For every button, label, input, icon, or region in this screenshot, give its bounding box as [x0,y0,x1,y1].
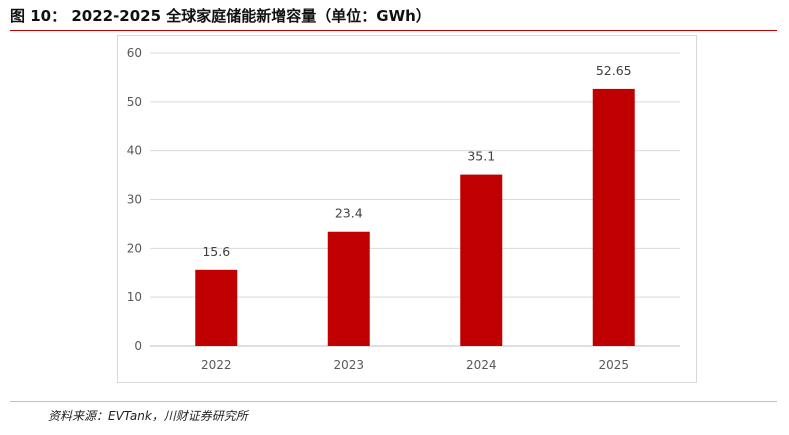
y-tick-label: 0 [134,339,142,353]
gridlines [150,52,680,347]
data-label-2025: 52.65 [596,63,632,78]
x-tick-label: 2025 [598,358,629,372]
x-tick-label: 2022 [201,358,232,372]
y-tick-label: 30 [127,193,142,207]
figure-title: 图 10： 2022-2025 全球家庭储能新增容量（单位：GWh） [10,7,431,25]
data-label-2023: 23.4 [335,206,363,221]
y-tick-label: 40 [127,144,142,158]
x-axis-ticks: 2022 2023 2024 2025 [201,358,629,372]
title-divider [10,30,777,31]
bars [195,88,635,346]
y-tick-label: 20 [127,241,142,255]
chart-frame [117,35,697,383]
x-tick-label: 2024 [466,358,497,372]
y-tick-label: 50 [127,95,142,109]
y-tick-label: 60 [127,46,142,60]
bar-2024 [460,174,503,346]
source-note: 资料来源：EVTank，川财证券研究所 [48,409,248,423]
bar-2022 [195,269,238,346]
bar-2023 [327,231,370,346]
bar-chart: 0 10 20 30 40 50 60 15.6 23.4 35.1 52.65 2022 2023… [127,46,680,372]
y-tick-label: 10 [127,290,142,304]
source-divider [10,401,777,402]
data-label-2022: 15.6 [202,244,230,259]
data-labels: 15.6 23.4 35.1 52.65 [202,63,631,259]
x-tick-label: 2023 [333,358,364,372]
bar-2025 [592,88,635,346]
y-axis-ticks: 0 10 20 30 40 50 60 [127,46,142,353]
data-label-2024: 35.1 [467,149,495,164]
